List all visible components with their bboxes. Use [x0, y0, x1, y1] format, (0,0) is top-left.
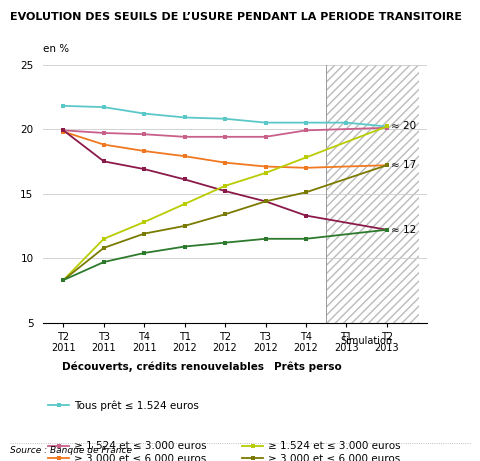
- Legend: ≥ 1.524 et ≤ 3.000 euros, ≥ 3.000 et ≤ 6.000 euros, ≥ 6.000 euros: ≥ 1.524 et ≤ 3.000 euros, ≥ 3.000 et ≤ 6…: [242, 442, 401, 461]
- Text: Source : Banque de France: Source : Banque de France: [10, 446, 132, 455]
- Text: en %: en %: [43, 44, 69, 54]
- Text: Découverts, crédits renouvelables: Découverts, crédits renouvelables: [62, 362, 264, 372]
- Text: Prêts perso: Prêts perso: [274, 362, 341, 372]
- Text: Simulation: Simulation: [340, 336, 393, 346]
- Text: ≈ 20: ≈ 20: [391, 122, 416, 131]
- Text: EVOLUTION DES SEUILS DE L’USURE PENDANT LA PERIODE TRANSITOIRE: EVOLUTION DES SEUILS DE L’USURE PENDANT …: [10, 12, 462, 22]
- Text: ≈ 17: ≈ 17: [391, 160, 416, 170]
- Text: ≈ 12: ≈ 12: [391, 225, 416, 235]
- Bar: [326, 65, 419, 323]
